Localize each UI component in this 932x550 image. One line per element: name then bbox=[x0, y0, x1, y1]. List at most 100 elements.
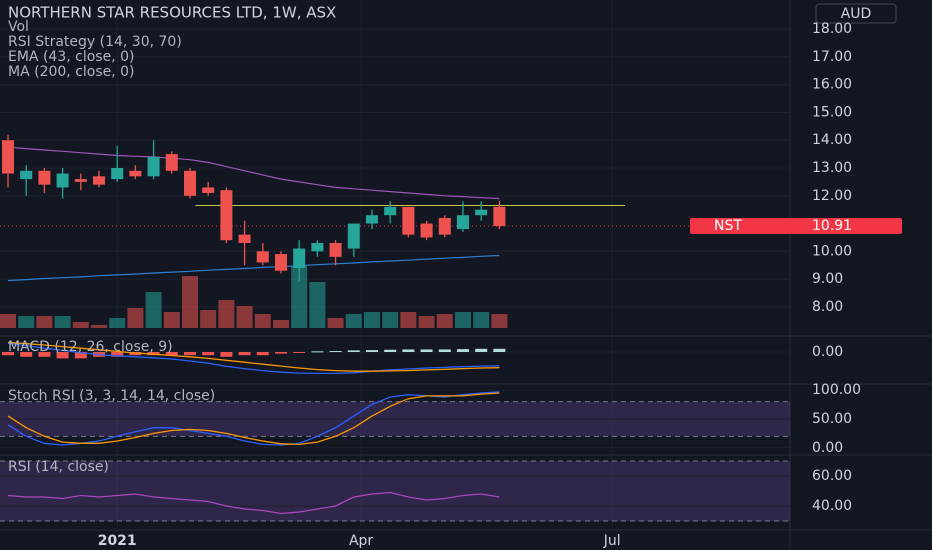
candle-body bbox=[274, 254, 287, 271]
candle-body bbox=[38, 170, 51, 185]
macd-histogram-bar bbox=[165, 352, 178, 356]
volume-bar bbox=[327, 318, 344, 328]
macd-histogram-bar bbox=[402, 349, 415, 352]
y-tick-label: 100.00 bbox=[812, 382, 861, 398]
pane-title: RSI (14, close) bbox=[8, 459, 109, 475]
candle-body bbox=[220, 190, 233, 241]
y-tick-label: 9.00 bbox=[812, 271, 843, 287]
volume-bar bbox=[254, 314, 271, 328]
candle-body bbox=[129, 170, 142, 177]
candle-body bbox=[365, 215, 378, 224]
band bbox=[0, 461, 790, 521]
y-tick-label: 0.00 bbox=[812, 440, 843, 456]
candle-body bbox=[238, 234, 251, 243]
legend-entry: EMA (43, close, 0) bbox=[8, 49, 134, 65]
indicator-line bbox=[7, 392, 500, 446]
y-tick-label: 0.00 bbox=[812, 344, 843, 360]
y-tick-label: 18.00 bbox=[812, 21, 852, 37]
indicator-line bbox=[7, 391, 500, 446]
macd-histogram-bar bbox=[329, 351, 342, 353]
last-price-value: 10.91 bbox=[812, 218, 852, 234]
y-tick-label: 50.00 bbox=[812, 411, 852, 427]
candle-body bbox=[56, 173, 69, 188]
candle-body bbox=[74, 179, 87, 182]
volume-bar bbox=[109, 318, 126, 328]
y-tick-label: 15.00 bbox=[812, 104, 852, 120]
volume-bar bbox=[200, 310, 217, 328]
macd-histogram-bar bbox=[384, 349, 397, 352]
last-price-tag bbox=[690, 218, 902, 235]
volume-bar bbox=[72, 322, 89, 328]
macd-histogram-bar bbox=[238, 352, 251, 356]
y-tick-label: 10.00 bbox=[812, 243, 852, 259]
indicator-line bbox=[7, 491, 500, 515]
candle-body bbox=[111, 168, 124, 180]
indicator-line bbox=[7, 254, 500, 282]
volume-bar bbox=[236, 306, 253, 328]
currency: AUD bbox=[841, 6, 872, 22]
volume-bar bbox=[163, 312, 180, 328]
x-tick-label: 2021 bbox=[98, 533, 137, 549]
volume-bar bbox=[436, 314, 453, 328]
indicator-line bbox=[7, 341, 500, 372]
candle-body bbox=[475, 209, 488, 216]
volume-bar bbox=[418, 316, 435, 328]
macd-histogram-bar bbox=[74, 352, 87, 359]
candle-body bbox=[438, 217, 451, 235]
volume-bar bbox=[345, 314, 362, 328]
volume-bar bbox=[491, 314, 508, 328]
candle-body bbox=[183, 170, 196, 196]
volume-bar bbox=[218, 300, 235, 328]
candle-body bbox=[2, 140, 15, 174]
candle-body bbox=[20, 170, 33, 180]
volume-bar bbox=[18, 316, 35, 328]
y-tick-label: 8.00 bbox=[812, 299, 843, 315]
x-tick-label: Jul bbox=[603, 533, 621, 549]
macd-histogram-bar bbox=[38, 352, 51, 357]
legend-entry: Vol bbox=[8, 19, 29, 35]
macd-histogram-bar bbox=[347, 350, 360, 352]
candle-body bbox=[402, 206, 415, 235]
marks: 2021 Apr Jul 18.00 17.00 16.00 15.00 14.00 13.00… bbox=[0, 0, 902, 549]
volume-bar bbox=[291, 266, 308, 328]
y-tick-label: 60.00 bbox=[812, 468, 852, 484]
candle-body bbox=[329, 242, 342, 257]
y-tick-label: 16.00 bbox=[812, 77, 852, 93]
volume-bar bbox=[309, 282, 326, 328]
volume-bar bbox=[36, 316, 53, 328]
macd-histogram-bar bbox=[293, 352, 306, 353]
volume-bar bbox=[145, 292, 162, 328]
volume-bar bbox=[91, 325, 108, 328]
macd-histogram-bar bbox=[456, 349, 469, 352]
macd-histogram-bar bbox=[256, 352, 269, 356]
macd-histogram-bar bbox=[20, 352, 33, 357]
macd-histogram-bar bbox=[493, 348, 506, 352]
volume-bar bbox=[382, 312, 399, 328]
candle-body bbox=[165, 154, 178, 171]
pane-title: MACD (12, 26, close, 9) bbox=[8, 339, 173, 355]
macd-histogram-bar bbox=[56, 352, 69, 359]
last-price-symbol: NST bbox=[714, 218, 742, 234]
volume-bar bbox=[400, 312, 417, 328]
y-tick-label: 12.00 bbox=[812, 188, 852, 204]
currency-box[interactable] bbox=[815, 3, 897, 24]
volume-bar bbox=[272, 320, 289, 328]
candle-body bbox=[347, 223, 360, 249]
y-tick-label: 14.00 bbox=[812, 132, 852, 148]
candle-body bbox=[456, 215, 469, 230]
candle-body bbox=[202, 187, 215, 193]
macd-histogram-bar bbox=[475, 348, 488, 352]
candle-body bbox=[147, 156, 160, 177]
legend-entry: MA (200, close, 0) bbox=[8, 64, 135, 80]
indicator-line bbox=[7, 342, 500, 375]
y-tick-label: 13.00 bbox=[812, 160, 852, 176]
macd-histogram-bar bbox=[202, 352, 215, 356]
macd-histogram-bar bbox=[111, 352, 124, 357]
macd-histogram-bar bbox=[438, 349, 451, 352]
macd-histogram-bar bbox=[365, 350, 378, 352]
candle-body bbox=[493, 206, 506, 227]
macd-histogram-bar bbox=[420, 349, 433, 352]
volume-bar bbox=[473, 312, 490, 328]
candle-body bbox=[93, 176, 106, 185]
